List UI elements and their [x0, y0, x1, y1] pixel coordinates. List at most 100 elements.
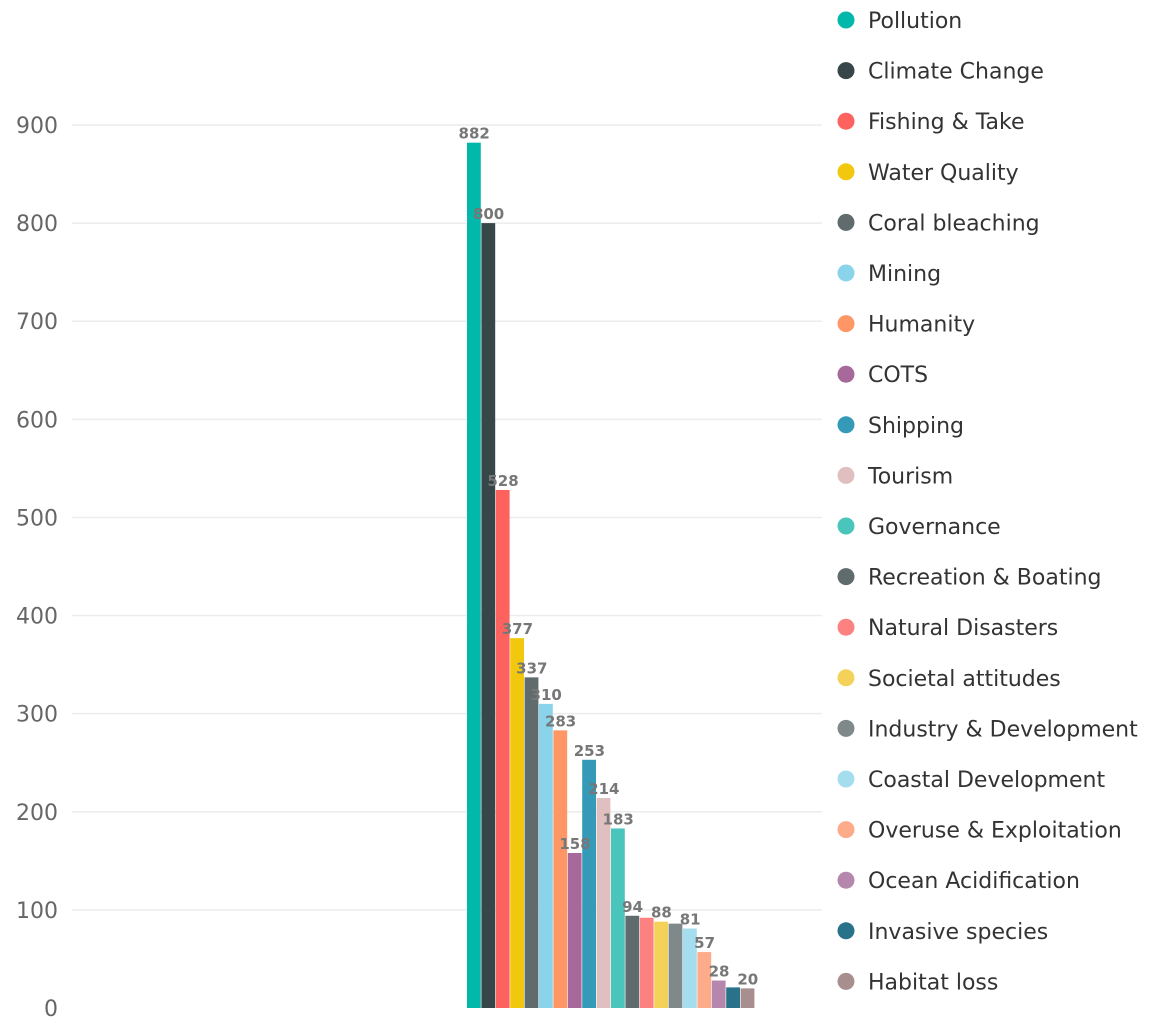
legend-label: COTS: [868, 363, 928, 388]
legend-item[interactable]: Water Quality: [837, 161, 1019, 186]
legend-label: Shipping: [868, 414, 964, 439]
data-label: 800: [473, 205, 504, 223]
legend-item[interactable]: Invasive species: [837, 920, 1049, 945]
bar-overuse-exploitation[interactable]: [697, 952, 712, 1008]
data-label: 283: [545, 712, 576, 730]
y-tick-label: 200: [16, 801, 58, 826]
legend-item[interactable]: Natural Disasters: [837, 616, 1059, 641]
data-label: 337: [516, 659, 547, 677]
legend-marker: [837, 669, 855, 687]
legend-marker: [837, 365, 855, 383]
legend-marker: [837, 315, 855, 333]
bar-water-quality[interactable]: [510, 638, 524, 1008]
data-label: 377: [502, 620, 533, 638]
bars: [467, 142, 755, 1009]
y-tick-label: 300: [16, 703, 58, 728]
y-tick-label: 0: [44, 997, 58, 1020]
bar-mining[interactable]: [539, 703, 553, 1008]
legend-label: Fishing & Take: [868, 110, 1025, 135]
legend-item[interactable]: Climate Change: [837, 60, 1044, 85]
bar-cots[interactable]: [567, 852, 582, 1008]
bar-shipping[interactable]: [582, 759, 596, 1008]
bar-recreation-boating[interactable]: [625, 915, 640, 1008]
y-tick-label: 400: [16, 605, 58, 630]
bar-coastal-development[interactable]: [683, 928, 697, 1008]
legend-item[interactable]: Recreation & Boating: [837, 566, 1102, 591]
legend-marker: [837, 871, 855, 889]
legend-label: Industry & Development: [868, 717, 1138, 742]
bar-natural-disasters[interactable]: [639, 917, 654, 1008]
legend-item[interactable]: Humanity: [837, 313, 976, 338]
data-label: 94: [622, 898, 643, 916]
bar-governance[interactable]: [611, 828, 625, 1008]
y-tick-label: 100: [16, 899, 58, 924]
legend-item[interactable]: Pollution: [837, 9, 963, 34]
legend-item[interactable]: Fishing & Take: [837, 110, 1025, 135]
legend-item[interactable]: Overuse & Exploitation: [837, 819, 1122, 844]
legend-label: Governance: [868, 515, 1001, 540]
legend-marker: [837, 213, 855, 231]
data-label: 158: [559, 835, 590, 853]
bar-industry-development[interactable]: [668, 923, 683, 1008]
legend-label: Pollution: [868, 9, 962, 34]
legend-label: Overuse & Exploitation: [868, 819, 1122, 844]
legend: Pollution Climate Change Fishing & Take Wat…: [837, 9, 1139, 995]
bar-invasive-species[interactable]: [726, 987, 740, 1008]
data-labels: 882 800 528 377 337 310 283 158 253 214 183 94 88 81 5…: [459, 125, 759, 989]
legend-label: Ocean Acidification: [868, 869, 1080, 894]
data-label: 57: [694, 934, 715, 952]
legend-item[interactable]: Governance: [837, 515, 1001, 540]
data-label: 28: [709, 963, 730, 981]
data-label: 81: [680, 911, 701, 929]
legend-label: Mining: [868, 262, 941, 287]
y-axis: 0 100 200 300 400 500 600 700 800 900: [16, 114, 58, 1020]
data-label: 528: [487, 472, 518, 490]
legend-marker: [837, 770, 855, 788]
y-tick-label: 600: [16, 408, 58, 433]
legend-marker: [837, 62, 855, 80]
legend-item[interactable]: Ocean Acidification: [837, 869, 1080, 894]
legend-item[interactable]: Coral bleaching: [837, 211, 1040, 236]
legend-marker: [837, 112, 855, 130]
bar-habitat-loss[interactable]: [740, 988, 755, 1008]
legend-marker: [837, 416, 855, 434]
legend-marker: [837, 517, 855, 535]
y-tick-label: 800: [16, 212, 58, 237]
data-label: 253: [574, 742, 605, 760]
legend-item[interactable]: COTS: [837, 363, 929, 388]
bar-pollution[interactable]: [467, 142, 481, 1008]
legend-label: Water Quality: [868, 161, 1019, 186]
bar-fishing-take[interactable]: [495, 489, 510, 1008]
legend-item[interactable]: Coastal Development: [837, 768, 1106, 793]
bar-ocean-acidification[interactable]: [711, 980, 726, 1008]
bar-societal-attitudes[interactable]: [654, 921, 668, 1008]
legend-label: Recreation & Boating: [868, 566, 1101, 591]
data-label: 214: [588, 780, 619, 798]
data-label: 20: [737, 970, 758, 988]
legend-marker: [837, 972, 855, 990]
legend-item[interactable]: Shipping: [837, 414, 964, 439]
legend-item[interactable]: Industry & Development: [837, 717, 1139, 742]
bar-climate-change[interactable]: [481, 223, 496, 1009]
legend-item[interactable]: Tourism: [837, 464, 954, 489]
legend-label: Invasive species: [868, 920, 1048, 945]
data-label: 88: [651, 904, 672, 922]
legend-item[interactable]: Habitat loss: [837, 970, 999, 995]
legend-label: Coral bleaching: [868, 211, 1040, 236]
legend-label: Tourism: [867, 464, 953, 489]
legend-marker: [837, 163, 855, 181]
legend-marker: [837, 719, 855, 737]
data-label: 183: [603, 810, 634, 828]
bar-humanity[interactable]: [553, 730, 568, 1008]
y-tick-label: 700: [16, 310, 58, 335]
legend-item[interactable]: Mining: [837, 262, 942, 287]
legend-item[interactable]: Societal attitudes: [837, 667, 1061, 692]
bar-tourism[interactable]: [596, 798, 611, 1008]
legend-marker: [837, 11, 855, 29]
bar-coral-bleaching[interactable]: [524, 677, 539, 1008]
legend-marker: [837, 618, 855, 636]
legend-marker: [837, 821, 855, 839]
data-label: 882: [459, 125, 490, 143]
legend-label: Humanity: [868, 313, 975, 338]
